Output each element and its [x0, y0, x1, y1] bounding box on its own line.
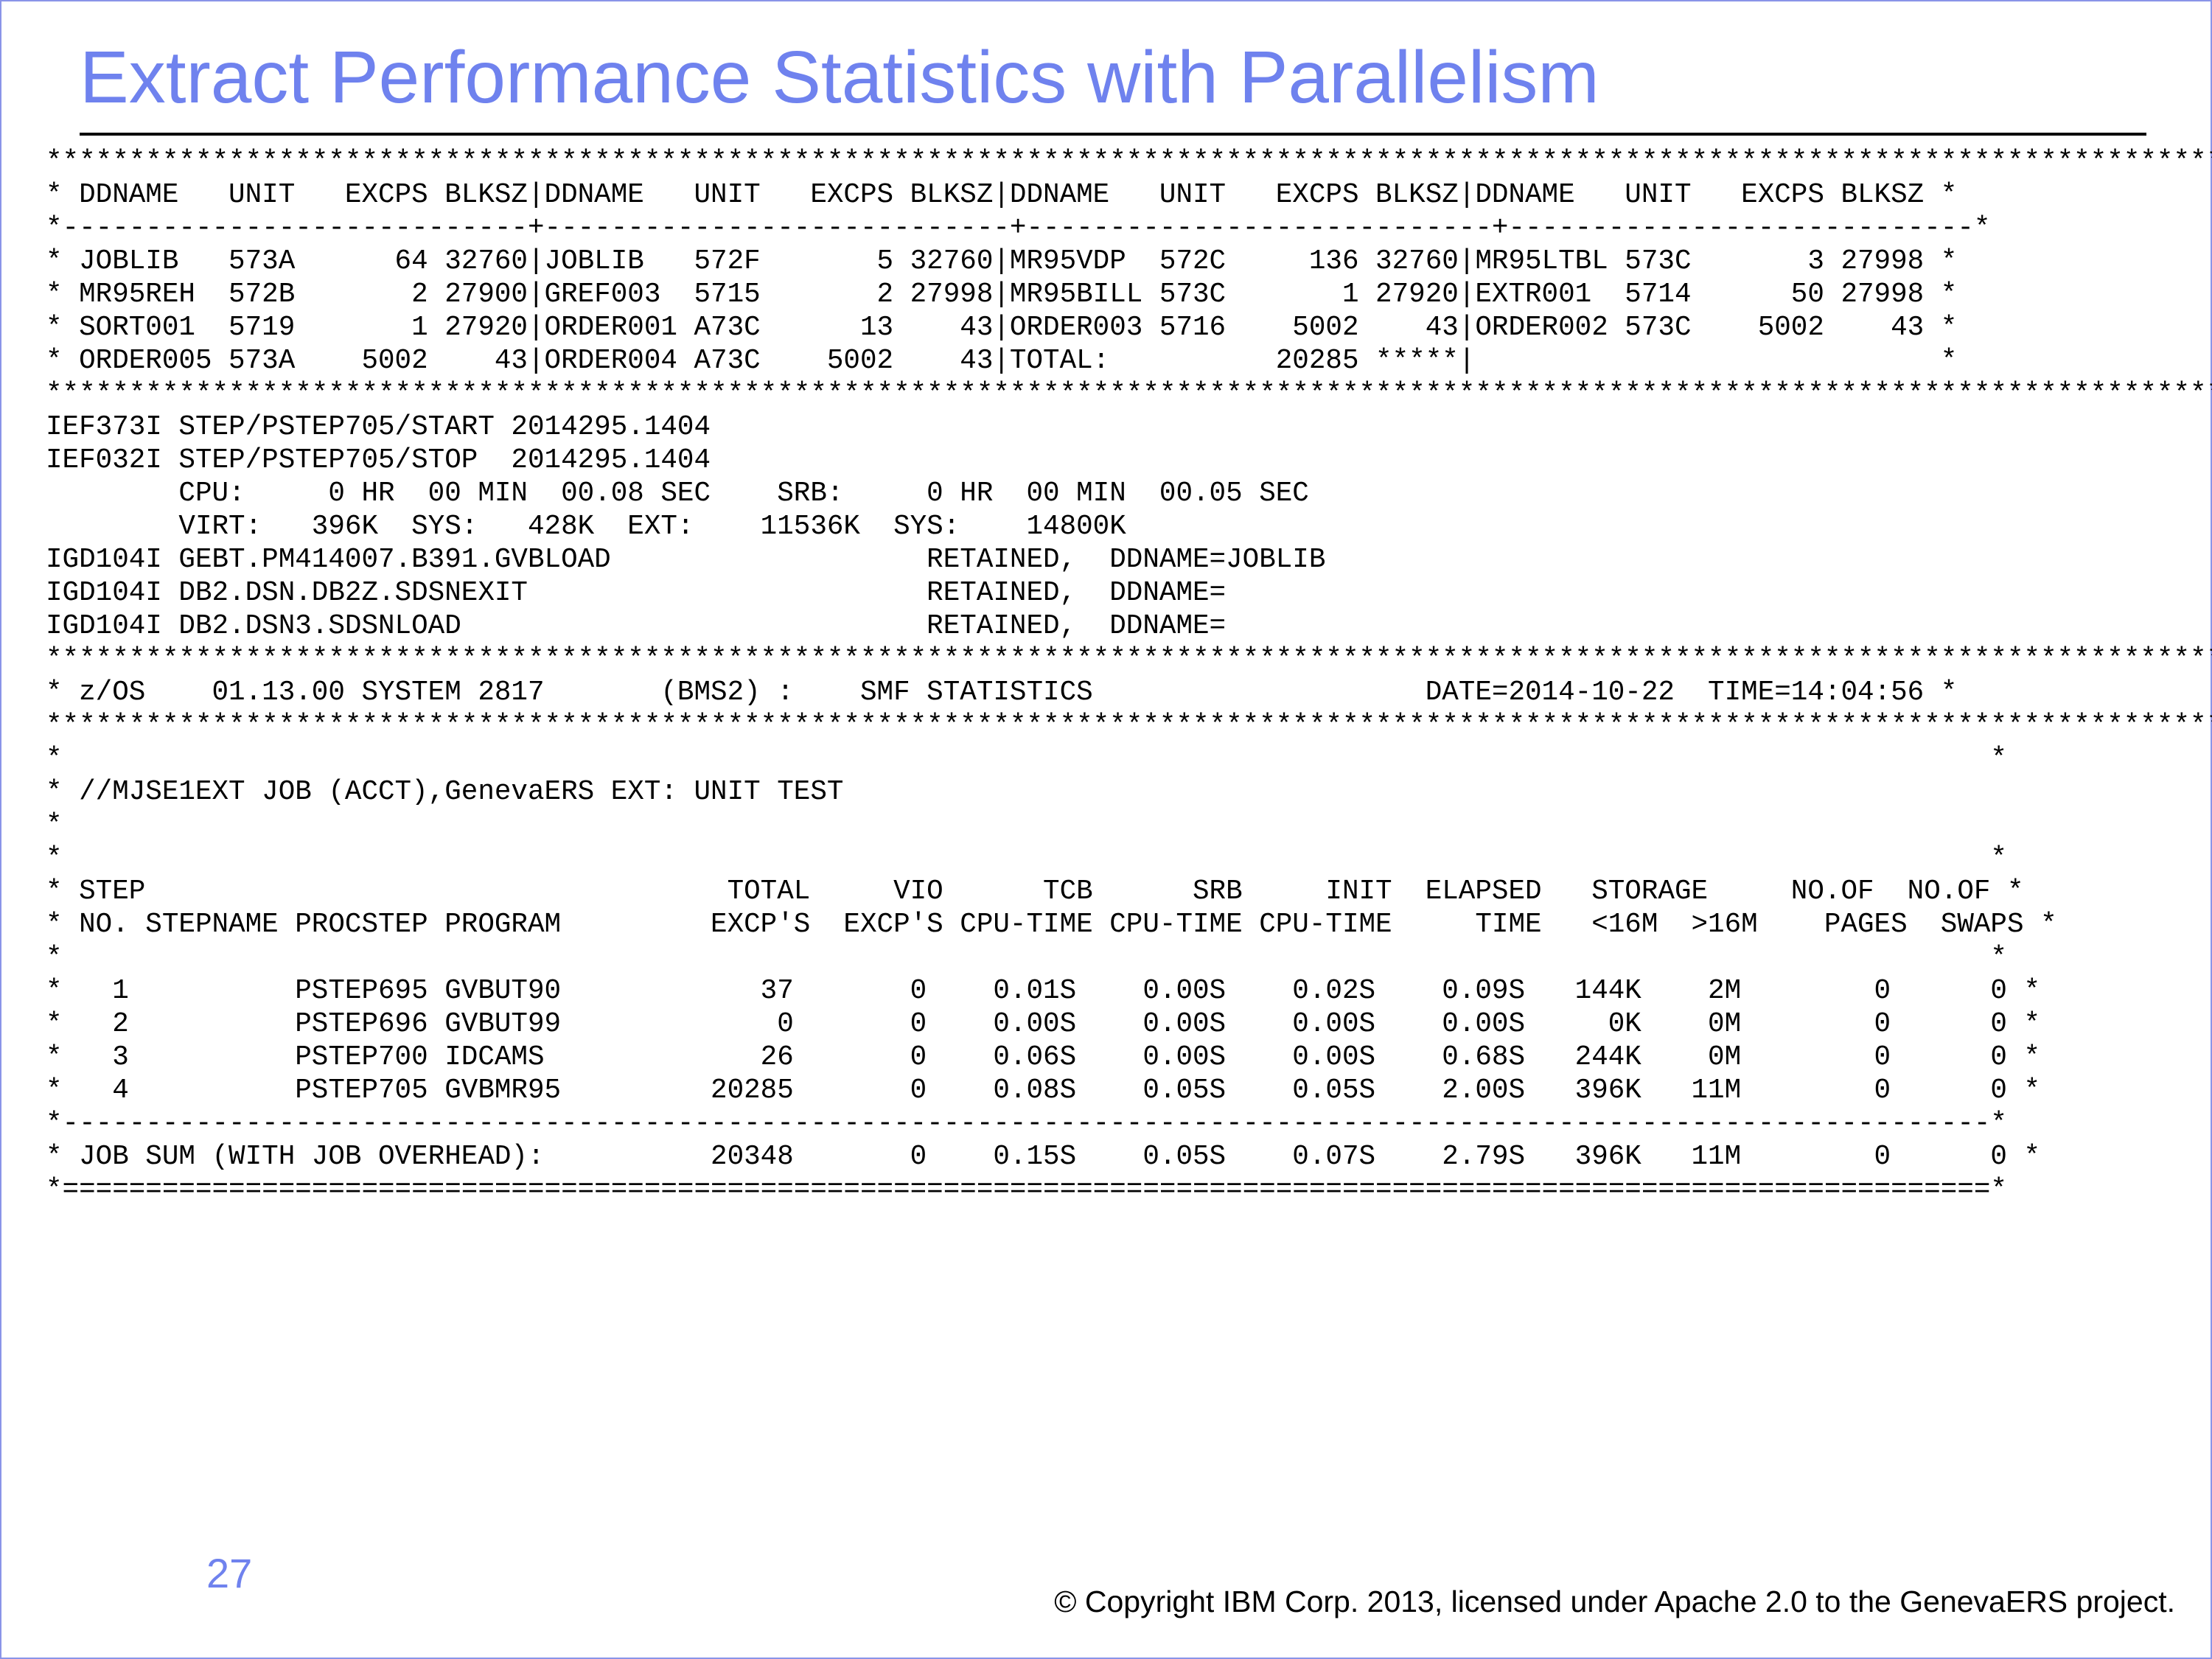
dd-table-row: * JOBLIB 573A 64 32760|JOBLIB 572F 5 327…: [46, 246, 1958, 277]
dd-table-row: * SORT001 5719 1 27920|ORDER001 A73C 13 …: [46, 312, 1958, 343]
step-stop-message: IEF032I STEP/PSTEP705/STOP 2014295.1404: [46, 445, 711, 476]
dd-table-separator: *----------------------------+----------…: [46, 213, 1991, 244]
step-table-footer: *=======================================…: [46, 1175, 2007, 1206]
step-table-row: * 1 PSTEP695 GVBUT90 37 0 0.01S 0.00S 0.…: [46, 976, 2041, 1007]
job-sum-row: * JOB SUM (WITH JOB OVERHEAD): 20348 0 0…: [46, 1142, 2041, 1173]
step-table-row: * 2 PSTEP696 GVBUT99 0 0 0.00S 0.00S 0.0…: [46, 1009, 2041, 1040]
step-table-row: * 4 PSTEP705 GVBMR95 20285 0 0.08S 0.05S…: [46, 1075, 2041, 1106]
dataset-retained-message: IGD104I GEBT.PM414007.B391.GVBLOAD RETAI…: [46, 545, 1326, 576]
cpu-time-line: CPU: 0 HR 00 MIN 00.08 SEC SRB: 0 HR 00 …: [46, 478, 1309, 509]
step-table-row: * 3 PSTEP700 IDCAMS 26 0 0.06S 0.00S 0.0…: [46, 1042, 2041, 1073]
job-card-line: * //MJSE1EXT JOB (ACCT),GenevaERS EXT: U…: [46, 777, 844, 808]
dd-table-header: * DDNAME UNIT EXCPS BLKSZ|DDNAME UNIT EX…: [46, 180, 1958, 211]
blank-box-line: *: [46, 810, 63, 841]
dd-table-row: * MR95REH 572B 2 27900|GREF003 5715 2 27…: [46, 279, 1958, 310]
step-table-separator: *---------------------------------------…: [46, 1108, 2007, 1139]
copyright-notice: © Copyright IBM Corp. 2013, licensed und…: [1054, 1585, 2175, 1618]
border-line: ****************************************…: [46, 710, 2212, 741]
step-table-header: * NO. STEPNAME PROCSTEP PROGRAM EXCP'S E…: [46, 909, 2057, 940]
dataset-retained-message: IGD104I DB2.DSN.DB2Z.SDSNEXIT RETAINED, …: [46, 578, 1227, 609]
blank-box-line: * *: [46, 843, 2007, 874]
step-table-header: * STEP TOTAL VIO TCB SRB INIT ELAPSED ST…: [46, 876, 2024, 907]
slide-title: Extract Performance Statistics with Para…: [80, 36, 1599, 119]
border-line: ****************************************…: [46, 147, 2212, 178]
title-divider: [80, 133, 2146, 136]
blank-box-line: * *: [46, 943, 2007, 974]
border-line: ****************************************…: [46, 379, 2212, 410]
virtual-storage-line: VIRT: 396K SYS: 428K EXT: 11536K SYS: 14…: [46, 511, 1126, 542]
job-output-listing: ****************************************…: [46, 146, 2212, 1207]
dataset-retained-message: IGD104I DB2.DSN3.SDSNLOAD RETAINED, DDNA…: [46, 611, 1227, 642]
step-start-message: IEF373I STEP/PSTEP705/START 2014295.1404: [46, 412, 711, 443]
border-line: ****************************************…: [46, 644, 2212, 675]
smf-statistics-header: * z/OS 01.13.00 SYSTEM 2817 (BMS2) : SMF…: [46, 677, 1958, 708]
dd-table-row: * ORDER005 573A 5002 43|ORDER004 A73C 50…: [46, 346, 1958, 377]
page-number: 27: [206, 1550, 253, 1596]
blank-box-line: * *: [46, 744, 2007, 775]
